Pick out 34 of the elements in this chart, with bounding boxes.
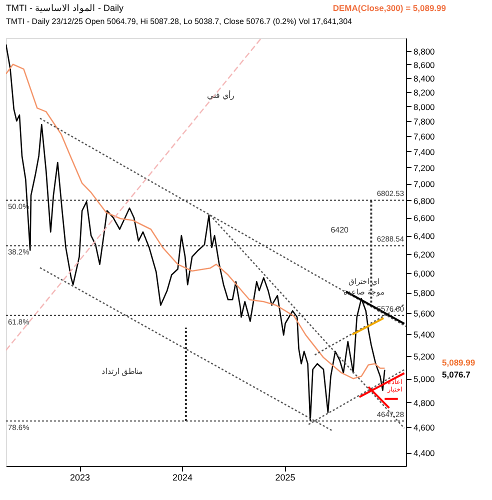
y-tick-label: 4,400 (414, 448, 436, 458)
y-tick-label: 7,400 (414, 146, 436, 157)
y-tick-label: 5,400 (414, 330, 436, 340)
y-tick-label: 7,800 (414, 116, 436, 126)
y-tick-label: 5,200 (414, 351, 436, 362)
y-tick-label: 7,000 (414, 179, 436, 190)
text: 5,076.7 (442, 370, 471, 380)
chart-title: TMTI - المواد الاساسية - Daily (6, 3, 124, 14)
y-tick-label: 4,800 (414, 398, 436, 408)
y-tick-label: 4,600 (414, 422, 436, 432)
y-tick-label: 6,600 (414, 213, 436, 224)
y-tick-label: 8,000 (414, 102, 436, 112)
y-tick-label: 5,600 (414, 308, 436, 318)
chart-subtitle: TMTI - Daily 23/12/25 Open 5064.79, Hi 5087.28, Lo 5038.7, Close 5076.7 (0.2%) Vol 17,641,304 (6, 17, 353, 26)
y-tick-label: 8,600 (414, 60, 436, 70)
annotation: مناطق ارتداد (101, 366, 143, 376)
text: 5,089.99 (442, 357, 476, 368)
y-tick-label: 5,800 (414, 288, 436, 298)
y-tick-label: 6,800 (414, 196, 436, 206)
y-tick-label: 7,200 (414, 162, 436, 173)
y-tick-label: 7,600 (414, 131, 436, 142)
y-tick-label: 6,000 (414, 268, 436, 278)
annotation: 6420 (330, 226, 350, 235)
annotation: رأي فني (207, 88, 234, 100)
y-tick-label: 5,000 (414, 374, 436, 384)
y-tick-label: 8,800 (414, 46, 436, 57)
y-tick-label: 6,400 (414, 231, 436, 242)
y-tick-label: 8,400 (414, 73, 436, 84)
x-tick-label: 2023 (70, 472, 90, 482)
y-tick-label: 6,200 (414, 249, 436, 260)
text: DEMA(Close,300) = 5,089.99 (332, 3, 446, 13)
y-tick-label: 8,200 (414, 87, 436, 98)
x-tick-label: 2024 (172, 472, 193, 482)
x-tick-label: 2025 (275, 472, 296, 482)
